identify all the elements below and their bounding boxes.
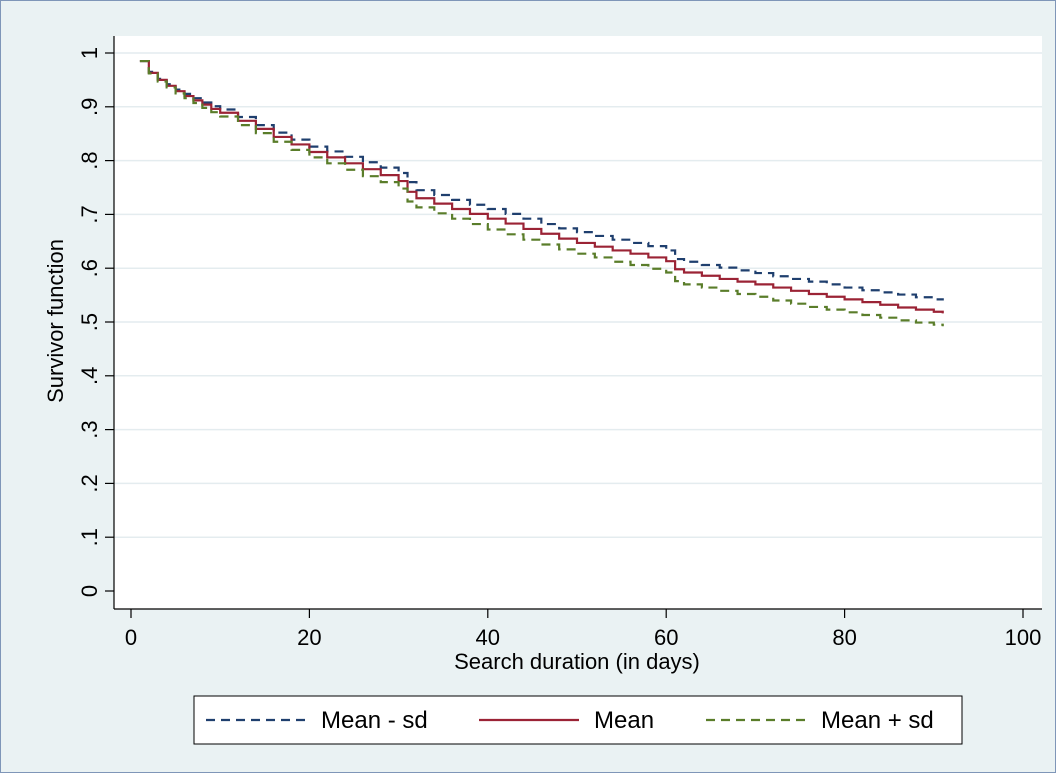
y-tick-label: .1: [77, 528, 102, 546]
x-tick-label: 0: [125, 625, 137, 650]
y-tick-label: .3: [77, 420, 102, 438]
y-axis-title: Survivor function: [43, 239, 68, 403]
legend-label: Mean: [594, 707, 654, 734]
x-tick-label: 60: [654, 625, 678, 650]
legend-label: Mean - sd: [321, 707, 428, 734]
legend-label: Mean + sd: [821, 707, 934, 734]
grid-lines: [114, 52, 1042, 538]
y-tick-label: .4: [77, 367, 102, 385]
y-tick-label: .6: [77, 259, 102, 277]
y-tick-label: 1: [77, 47, 102, 59]
legend-items: Mean - sd Mean Mean + sd: [206, 707, 934, 734]
series-line-mean-sd: [139, 59, 944, 301]
x-tick-label: 20: [297, 625, 321, 650]
x-tick-label: 80: [832, 625, 856, 650]
y-tick-label: .5: [77, 313, 102, 331]
ticks: 0 .1 .2 .3 .4 .5 .6 .7 .8 .9 1 0 20 40 60 80 100: [77, 47, 1041, 650]
series-line-mean: [139, 59, 944, 314]
y-tick-label: .8: [77, 151, 102, 169]
y-tick-label: .9: [77, 98, 102, 116]
x-tick-label: 40: [476, 625, 500, 650]
series-lines: [139, 59, 944, 327]
x-tick-label: 100: [1005, 625, 1042, 650]
series-line-mean-sd: [139, 59, 944, 327]
x-axis-title: Search duration (in days): [454, 649, 700, 674]
y-tick-label: .2: [77, 474, 102, 492]
y-tick-label: 0: [77, 585, 102, 597]
legend: Mean - sd Mean Mean + sd: [193, 695, 963, 745]
y-tick-label: .7: [77, 205, 102, 223]
